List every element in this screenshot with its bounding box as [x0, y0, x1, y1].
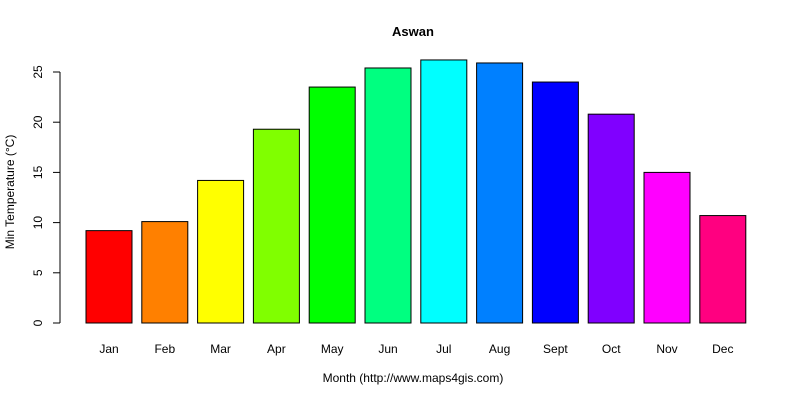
x-tick-label: Feb — [154, 342, 175, 356]
chart-title: Aswan — [392, 24, 434, 39]
y-tick-label: 20 — [31, 115, 45, 129]
bar-oct — [587, 113, 635, 324]
x-tick-label: Dec — [712, 342, 733, 356]
y-tick-label: 0 — [31, 319, 45, 326]
bar-may — [308, 86, 356, 324]
bars — [85, 59, 747, 324]
x-axis-tick-labels: Jan Feb Mar Apr May Jun Jul Aug Sept Oct Nov Dec — [99, 342, 733, 356]
x-tick-label: May — [321, 342, 344, 356]
x-axis-label: Month (http://www.maps4gis.com) — [323, 371, 504, 385]
x-tick-label: Jun — [378, 342, 397, 356]
bar-sept — [531, 81, 579, 324]
x-tick-label: Sept — [543, 342, 568, 356]
y-tick-label: 5 — [31, 269, 45, 276]
x-tick-label: Aug — [489, 342, 510, 356]
bar-jan — [85, 230, 133, 324]
x-tick-label: Mar — [210, 342, 231, 356]
bar-mar — [197, 179, 245, 324]
bar-jul — [420, 59, 468, 324]
y-axis: 0 5 10 15 20 25 — [31, 65, 61, 326]
x-tick-label: Jul — [436, 342, 451, 356]
x-tick-label: Jan — [99, 342, 118, 356]
bar-feb — [141, 221, 189, 324]
x-tick-label: Oct — [602, 342, 621, 356]
bar-apr — [252, 128, 300, 324]
x-tick-label: Nov — [656, 342, 677, 356]
bar-nov — [643, 171, 691, 324]
y-tick-label: 10 — [31, 216, 45, 230]
bar-aug — [476, 62, 524, 324]
y-tick-label: 15 — [31, 165, 45, 179]
bar-dec — [699, 215, 747, 324]
y-tick-label: 25 — [31, 65, 45, 79]
bar-jun — [364, 67, 412, 324]
y-axis-label: Min Temperature (°C) — [3, 135, 17, 250]
x-tick-label: Apr — [267, 342, 286, 356]
